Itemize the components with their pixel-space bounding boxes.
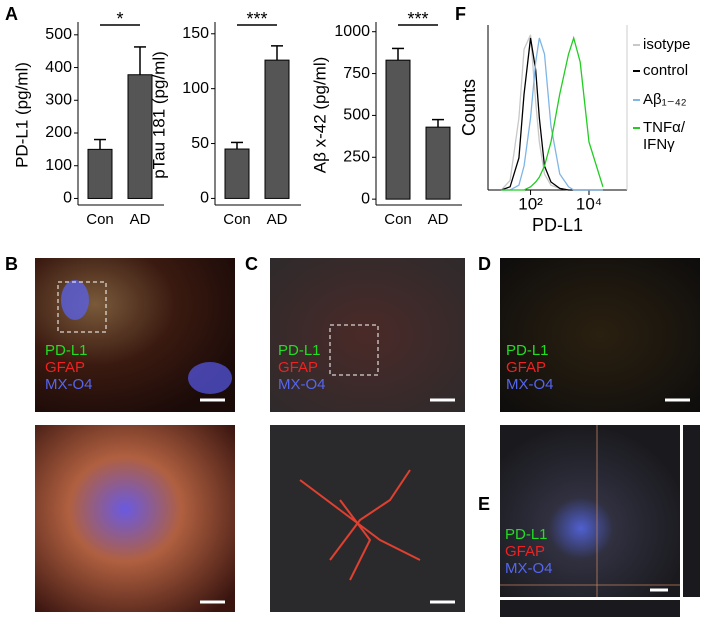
y-tick-label: 300 [45,91,72,108]
image-legend: MX-O4 [506,376,554,393]
panel-label: E [478,494,490,514]
y-tick-label: 500 [343,107,370,124]
x-tick-label: 10² [518,194,543,213]
bar [87,148,113,199]
image-legend: PD-L1 [45,342,88,359]
y-tick-label: 0 [361,190,370,207]
x-tick-label: 10⁴ [576,194,602,213]
image-legend: MX-O4 [45,376,93,393]
image-legend: PD-L1 [505,526,548,543]
legend-entry: isotype [643,36,691,53]
legend-entry: Aβ₁₋₄₂ [643,91,687,108]
y-tick-label: 150 [182,25,209,42]
line [501,35,604,191]
image-legend: GFAP [505,543,546,560]
line [501,37,603,191]
y-tick-label: 500 [45,26,72,43]
significance: * [116,9,123,29]
x-tick-label: AD [130,211,151,228]
y-tick-label: 400 [45,59,72,76]
y-tick-label: 0 [200,190,209,207]
bar [264,59,290,199]
line [501,37,603,191]
image-legend: PD-L1 [506,342,549,359]
y-tick-label: 1000 [334,23,370,40]
image-legend: MX-O4 [505,560,553,577]
y-tick-label: 100 [182,80,209,97]
bar [385,59,411,200]
y-tick-label: 200 [45,124,72,141]
y-tick-label: 0 [63,190,72,207]
panel-label: C [245,254,258,274]
legend-entry: control [643,62,689,79]
legend-entry: TNFα/ IFNγ [643,119,685,153]
panel-label: F [455,4,466,24]
y-tick-label: 50 [191,135,209,152]
image-legend: GFAP [45,359,86,376]
significance: *** [407,9,428,29]
y-tick-label: 750 [343,65,370,82]
panel-label: A [5,4,18,24]
y-axis-label: Aβ x-42 (pg/ml) [310,57,329,174]
bar [224,148,250,199]
y-axis-label: Counts [459,79,479,136]
x-tick-label: Con [223,211,251,228]
y-tick-label: 250 [343,148,370,165]
microscopy [35,258,700,617]
significance: *** [246,9,267,29]
y-tick-label: 100 [45,157,72,174]
y-axis-label: PD-L1 (pg/ml) [12,62,31,168]
y-axis-label: pTau 181 (pg/ml) [149,51,168,179]
bar [127,74,153,199]
x-tick-label: Con [86,211,114,228]
image-legend: PD-L1 [278,342,321,359]
bar [425,126,451,200]
image-legend: GFAP [278,359,319,376]
image-legend: MX-O4 [278,376,326,393]
image-legend: GFAP [506,359,547,376]
x-axis-label: PD-L1 [532,215,583,235]
x-tick-label: AD [428,211,449,228]
panel-label: D [478,254,491,274]
x-tick-label: AD [267,211,288,228]
panel-label: B [5,254,18,274]
x-tick-label: Con [384,211,412,228]
